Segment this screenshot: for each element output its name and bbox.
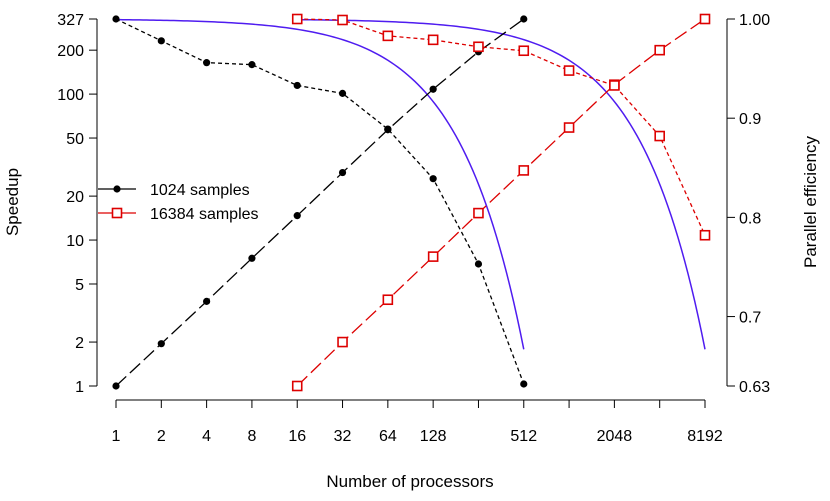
efficiency-point (248, 61, 256, 69)
speedup-point (291, 380, 303, 392)
efficiency-point (112, 15, 120, 23)
y-left-tick-label: 20 (66, 189, 84, 206)
efficiency-point (338, 89, 347, 97)
speedup-point (337, 336, 348, 348)
speedup-line (115, 18, 525, 387)
efficiency-point (563, 65, 575, 76)
efficiency-point (291, 13, 303, 25)
y-left-tick-label: 327 (57, 12, 84, 29)
legend-marker (113, 185, 121, 193)
y-left-axis-label: Speedup (3, 168, 22, 236)
efficiency-point (654, 130, 665, 142)
efficiency-line (297, 18, 706, 236)
speedup-point (429, 85, 437, 93)
speedup-point (248, 254, 256, 262)
efficiency-point (429, 175, 437, 183)
efficiency-point (518, 45, 530, 57)
speedup-point (563, 122, 575, 133)
x-tick-label: 32 (334, 428, 352, 445)
y-right-axis-label: Parallel efficiency (801, 136, 820, 268)
x-tick-label: 64 (379, 428, 397, 445)
y-left-tick-label: 100 (57, 87, 84, 104)
efficiency-point (382, 30, 394, 42)
efficiency-point (203, 59, 211, 67)
y-left-tick-label: 200 (57, 43, 84, 60)
efficiency-point (384, 125, 392, 133)
x-tick-label: 2 (157, 428, 166, 445)
model-curves-layer (115, 18, 706, 350)
speedup-point (654, 44, 665, 56)
y-right-tick-label: 0.9 (739, 111, 761, 128)
efficiency-point (474, 260, 483, 268)
efficiency-point (427, 34, 439, 46)
x-tick-label: 8 (247, 428, 256, 445)
speedup-point (473, 207, 484, 219)
y-right-tick-label: 0.7 (739, 310, 761, 327)
y-right-tick-label: 1.00 (739, 12, 770, 29)
y-left-tick-label: 5 (75, 277, 84, 294)
y-right-tick-label: 0.63 (739, 379, 770, 396)
x-tick-label: 128 (420, 428, 447, 445)
efficiency-point (473, 41, 484, 53)
speedup-point (203, 297, 211, 305)
speedup-point (338, 168, 347, 177)
axes-layer: 1 2 4 8 16 32 64 128 512 2048 8192 1 2 5 10 20 50 100 200 3… (57, 12, 770, 445)
y-left-tick-label: 10 (66, 233, 84, 250)
efficiency-point (157, 37, 165, 45)
model-efficiency-curve (115, 18, 525, 350)
x-tick-label: 2048 (597, 428, 633, 445)
speedup-point (520, 15, 528, 23)
x-tick-label: 16 (288, 428, 306, 445)
x-tick-label: 1 (112, 428, 121, 445)
efficiency-line (115, 18, 525, 385)
legend-label: 16384 samples (150, 206, 259, 223)
legend-marker (111, 207, 123, 219)
x-axis-label: Number of processors (326, 472, 493, 491)
x-tick-label: 512 (510, 428, 537, 445)
legend-label: 1024 samples (150, 182, 250, 199)
speedup-point (518, 165, 530, 176)
series-markers-layer (112, 13, 711, 392)
speedup-point (112, 382, 120, 390)
speedup-line (296, 18, 706, 387)
speedup-point (699, 13, 711, 25)
speedup-point (293, 212, 301, 220)
speedup-point (382, 294, 394, 306)
efficiency-point (609, 80, 620, 91)
speedup-point (157, 340, 165, 348)
model-efficiency-curve (297, 18, 706, 350)
efficiency-point (337, 14, 348, 26)
y-left-tick-label: 1 (75, 379, 84, 396)
x-tick-label: 4 (202, 428, 211, 445)
efficiency-point (699, 229, 711, 241)
legend: 1024 samples 16384 samples (98, 182, 259, 223)
y-left-tick-label: 50 (66, 131, 84, 148)
y-right-tick-label: 0.8 (739, 210, 761, 227)
efficiency-point (293, 81, 301, 90)
y-left-tick-label: 2 (75, 335, 84, 352)
series-lines-layer (115, 18, 706, 387)
speedup-point (427, 251, 439, 262)
efficiency-point (520, 380, 528, 388)
x-tick-label: 8192 (687, 428, 723, 445)
